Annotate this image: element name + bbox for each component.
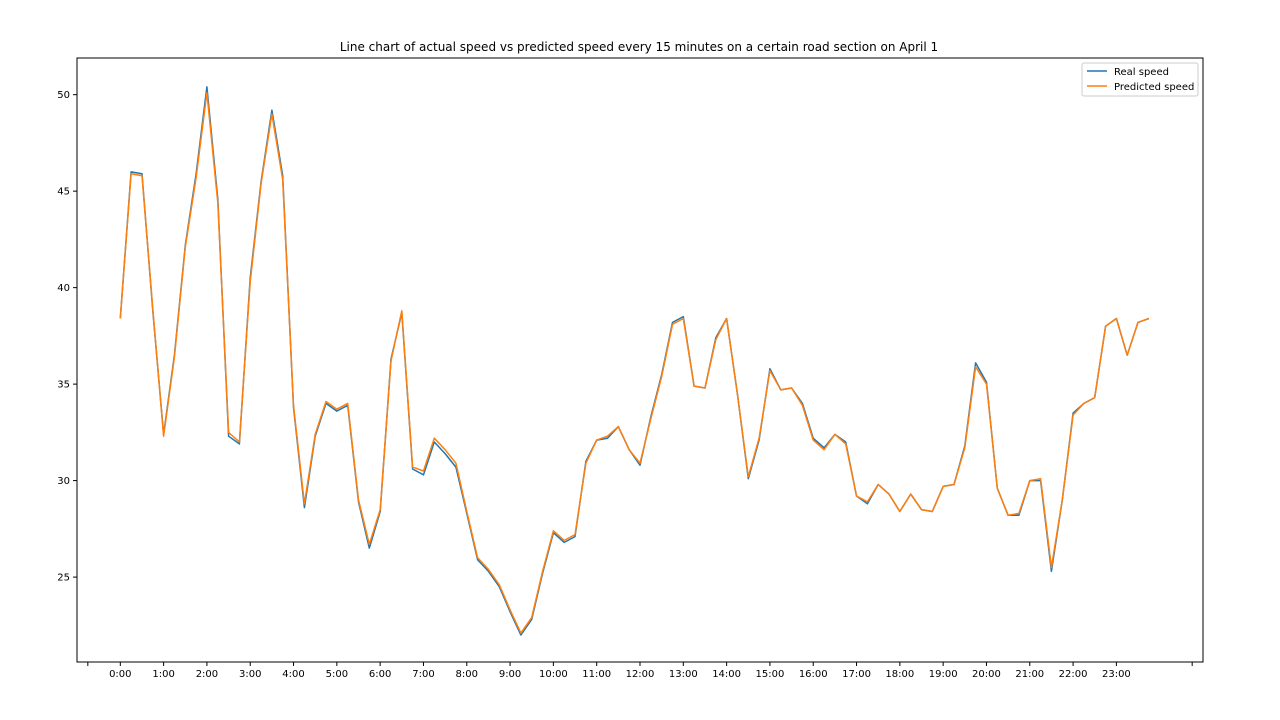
series-line-predicted-speed — [119, 91, 1150, 634]
x-tick-label: 0:00 — [109, 669, 131, 680]
y-tick-label: 40 — [57, 283, 70, 294]
legend-label-predicted-speed: Predicted speed — [1114, 82, 1194, 93]
y-axis: 25 30 35 40 45 50 — [57, 90, 77, 584]
x-tick-label: 8:00 — [456, 669, 478, 680]
chart-title: Line chart of actual speed vs predicted … — [340, 40, 938, 54]
x-tick-label: 16:00 — [799, 669, 828, 680]
x-tick-label: 17:00 — [842, 669, 871, 680]
legend-box — [1081, 62, 1199, 97]
x-tick-label: 5:00 — [326, 669, 348, 680]
series-line-real-speed — [119, 86, 1150, 636]
x-tick-label: 13:00 — [669, 669, 698, 680]
x-tick-label: 20:00 — [972, 669, 1001, 680]
x-tick-label: 15:00 — [756, 669, 785, 680]
y-tick-label: 45 — [57, 187, 70, 198]
y-tick-label: 30 — [57, 476, 70, 487]
x-tick-label: 23:00 — [1102, 669, 1131, 680]
y-tick-label: 50 — [57, 90, 70, 101]
x-tick-label: 9:00 — [499, 669, 521, 680]
x-tick-label: 19:00 — [929, 669, 958, 680]
x-axis: 0:00 1:00 2:00 3:00 4:00 5:00 6:00 7:00 8:00 9:00… — [87, 662, 1193, 680]
x-tick-label: 7:00 — [412, 669, 434, 680]
series-layer — [119, 86, 1150, 636]
legend-label-real-speed: Real speed — [1114, 67, 1169, 78]
x-tick-label: 3:00 — [239, 669, 261, 680]
x-tick-label: 2:00 — [196, 669, 218, 680]
x-tick-label: 6:00 — [369, 669, 391, 680]
x-tick-label: 21:00 — [1015, 669, 1044, 680]
y-tick-label: 25 — [57, 573, 70, 584]
x-tick-label: 10:00 — [539, 669, 568, 680]
x-tick-label: 18:00 — [885, 669, 914, 680]
plot-area — [76, 57, 1204, 663]
x-tick-label: 12:00 — [626, 669, 655, 680]
legend: Real speed Predicted speed — [1081, 62, 1199, 97]
x-tick-label: 4:00 — [282, 669, 304, 680]
x-tick-label: 1:00 — [152, 669, 174, 680]
x-tick-label: 11:00 — [582, 669, 611, 680]
y-tick-label: 35 — [57, 380, 70, 391]
x-tick-label: 22:00 — [1059, 669, 1088, 680]
x-tick-label: 14:00 — [712, 669, 741, 680]
